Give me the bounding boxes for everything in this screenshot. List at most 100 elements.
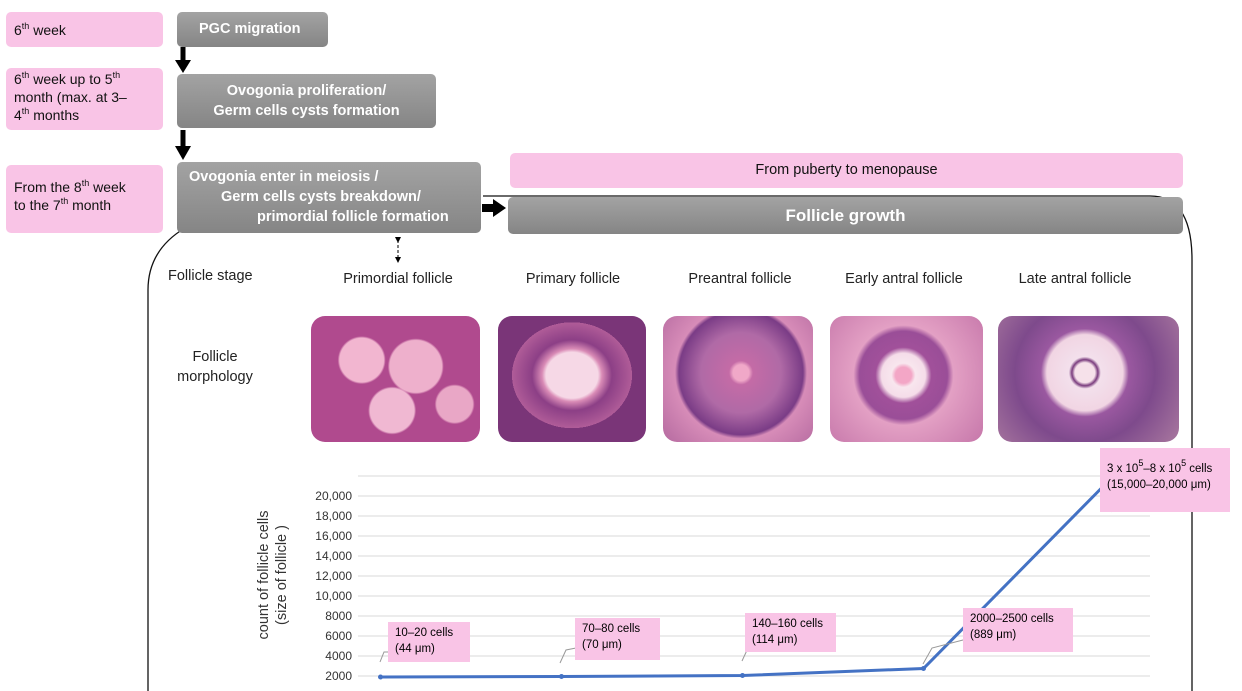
event-line: Ovogonia enter in meiosis / [189,169,379,185]
text-line: 6th week up to 5th [14,70,155,88]
text-line: 140–160 cells [752,616,829,632]
micrograph [498,316,646,442]
annotation: 70–80 cells (70 μm) [575,618,660,660]
text-line: to the 7th month [14,196,155,214]
event-line: primordial follicle formation [257,209,449,225]
flow-arrow-head [493,199,506,217]
y-tick-label: 20,000 [315,489,352,503]
text: 10–20 cells [395,627,454,639]
superscript: th [60,196,69,206]
text-line: 3 x 105–8 x 105 cells [1107,458,1223,477]
event-line: PGC migration [199,21,301,37]
text: month [68,197,112,213]
text: (44 μm) [395,643,435,655]
text: week up to 5 [29,71,113,87]
text-line: 70–80 cells [582,621,653,637]
growth-period: From puberty to menopause [510,153,1183,188]
period-box: From the 8th week to the 7th month [6,165,163,233]
growth-title: Follicle growth [508,197,1183,234]
annotation: 3 x 105–8 x 105 cells (15,000–20,000 μm) [1100,448,1230,512]
stage-heading: Primordial follicle [343,271,453,287]
flow-arrow-head [175,146,191,160]
text-line: (889 μm) [970,627,1066,643]
y-tick-label: 8000 [325,609,352,623]
text: week [89,179,126,195]
y-tick-label: 14,000 [315,549,352,563]
micrograph [663,316,813,442]
data-point [921,666,926,671]
y-axis-label: count of follicle cells (size of follicle… [256,511,290,640]
y-tick-label: 6000 [325,629,352,643]
y-axis-label-line: count of follicle cells [256,511,272,640]
text: cells [1186,463,1213,475]
superscript: th [21,106,30,116]
text: (15,000–20,000 μm) [1107,479,1211,491]
text: (114 μm) [752,634,798,646]
superscript: th [21,70,30,80]
row-label: Follicle morphology [160,347,270,387]
period-box: 6th week [6,12,163,47]
text: 2000–2500 cells [970,613,1054,625]
text: (70 μm) [582,639,622,651]
row-label-line: morphology [177,369,253,385]
text-line: (15,000–20,000 μm) [1107,477,1223,493]
text-line: 4th months [14,106,155,124]
flow-arrow-head [175,60,191,73]
y-tick-label: 10,000 [315,589,352,603]
superscript: 5 [1138,458,1144,468]
y-tick-label: 16,000 [315,529,352,543]
text: (889 μm) [970,629,1017,641]
stage-heading: Early antral follicle [845,271,963,287]
y-tick-label: 2000 [325,669,352,683]
stage-heading: Preantral follicle [688,271,791,287]
text-line: 6th week [14,21,155,39]
annotation-leader [922,639,964,665]
text: month (max. at 3– [14,89,127,105]
event-box: Ovogonia proliferation/Germ cells cysts … [177,74,436,128]
text-line: 2000–2500 cells [970,611,1066,627]
period-box: 6th week up to 5th month (max. at 3– 4th m… [6,68,163,130]
y-tick-label: 12,000 [315,569,352,583]
micrograph [311,316,480,442]
text-line: (70 μm) [582,637,653,653]
row-label-line: Follicle [192,349,238,365]
text: to the 7 [14,197,61,213]
micrograph [998,316,1179,442]
event-box: Ovogonia enter in meiosis / Germ cells cy… [177,162,481,233]
superscript: th [112,70,121,80]
row-label: Follicle stage [168,268,253,284]
text-line: 10–20 cells [395,625,463,641]
text: months [29,107,80,123]
event-line: Germ cells cysts breakdown/ [221,189,421,205]
annotation: 140–160 cells (114 μm) [745,613,836,652]
annotation-leader [559,647,577,664]
superscript: th [21,21,30,31]
annotation: 10–20 cells (44 μm) [388,622,470,662]
event-box: PGC migration [177,12,328,47]
text: 70–80 cells [582,623,641,635]
y-axis-label-line: (size of follicle ) [274,525,290,625]
text-line: From the 8th week [14,178,155,196]
superscript: 5 [1181,458,1187,468]
event-line: Germ cells cysts formation [213,103,400,119]
text: 6 [14,71,22,87]
text-line: (114 μm) [752,632,829,648]
text: From the 8 [14,179,82,195]
text: week [29,22,66,38]
y-tick-label: 18,000 [315,509,352,523]
text: 3 x 10 [1107,463,1139,475]
stage-heading: Primary follicle [526,271,620,287]
data-point [378,674,383,680]
data-point [740,673,745,678]
text-line: (44 μm) [395,641,463,657]
text: 4 [14,107,22,123]
superscript: th [81,178,90,188]
data-point [559,674,564,679]
text: 6 [14,22,22,38]
y-tick-label: 4000 [325,649,352,663]
text: –8 x 10 [1143,463,1182,475]
stage-heading: Late antral follicle [1019,271,1132,287]
annotation: 2000–2500 cells (889 μm) [963,608,1073,652]
